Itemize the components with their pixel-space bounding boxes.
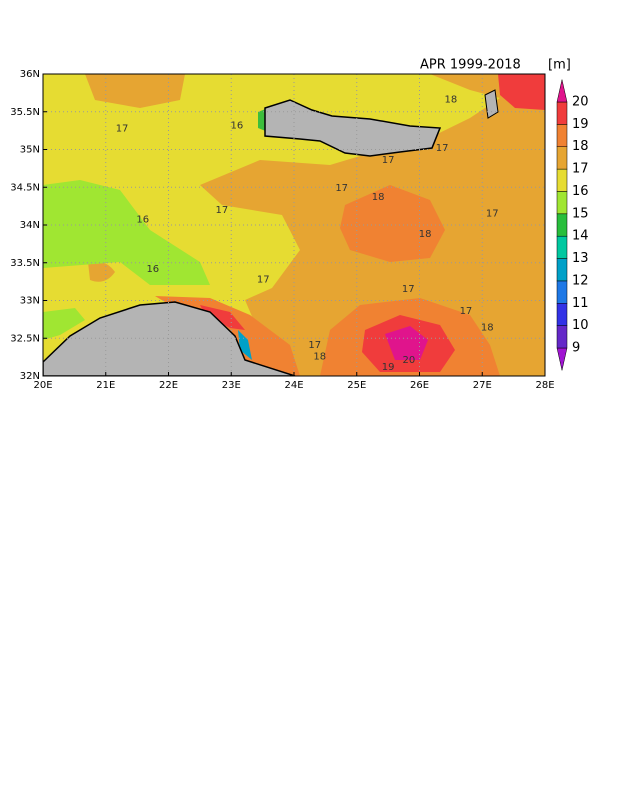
contour-label: 20 xyxy=(402,355,415,366)
contour-label: 16 xyxy=(146,264,159,275)
contour-label: 17 xyxy=(335,183,348,194)
colorbar-label: 17 xyxy=(572,162,589,177)
x-tick-label: 22E xyxy=(159,380,178,391)
contour-label: 17 xyxy=(116,123,129,134)
field-19-20 xyxy=(200,305,245,330)
y-tick-label: 34N xyxy=(20,220,40,231)
colorbar-extension xyxy=(556,79,568,103)
field-15-16 xyxy=(43,308,85,340)
field-above-20 xyxy=(385,326,428,360)
y-tick-label: 32N xyxy=(20,371,40,382)
contour-label: 16 xyxy=(231,120,244,131)
colorbar-label: 10 xyxy=(572,318,589,333)
colorbar-swatch xyxy=(556,303,568,326)
colorbar-swatch xyxy=(556,146,568,170)
colorbar-label: 18 xyxy=(572,139,589,154)
colorbar-swatch xyxy=(556,213,568,237)
y-tick-label: 33.5N xyxy=(10,258,40,269)
map-frame xyxy=(42,73,546,377)
colorbar-swatch xyxy=(556,280,568,304)
contour-label: 18 xyxy=(372,192,385,203)
title: APR 1999-2018 xyxy=(420,58,521,73)
contour-label: 17 xyxy=(257,274,270,285)
y-tick-label: 35N xyxy=(20,145,40,156)
x-tick-label: 26E xyxy=(410,380,429,391)
colorbar-label: 16 xyxy=(572,184,589,199)
field-12-13 xyxy=(238,330,252,360)
contour-label: 17 xyxy=(382,155,395,166)
contour-label: 17 xyxy=(308,340,321,351)
y-tick-label: 32.5N xyxy=(10,333,40,344)
colorbar-swatch xyxy=(556,101,568,125)
contour-label: 17 xyxy=(460,306,473,317)
colorbar-label: 15 xyxy=(572,206,589,221)
contour-label: 16 xyxy=(136,215,149,226)
y-tick-label: 34.5N xyxy=(10,182,40,193)
colorbar-label: 14 xyxy=(572,229,589,244)
x-tick-label: 28E xyxy=(535,380,554,391)
colorbar-swatch xyxy=(556,168,568,192)
colorbar-label: 19 xyxy=(572,117,589,132)
colorbar-label: 11 xyxy=(572,296,589,311)
contour-label: 18 xyxy=(313,351,326,362)
colorbar-swatch xyxy=(556,325,568,349)
x-tick-label: 27E xyxy=(473,380,492,391)
x-tick-label: 24E xyxy=(284,380,303,391)
contour-label: 17 xyxy=(436,143,449,154)
colorbar-swatch xyxy=(556,191,568,215)
field-17-18 xyxy=(85,74,185,108)
contour-label: 18 xyxy=(419,229,432,240)
labels: 20E 21E 22E 23E 24E 25E 26E 27E 28E 32N 32.5N 33N 33… xyxy=(10,69,554,391)
x-tick-label: 20E xyxy=(33,380,52,391)
colorbar-swatch xyxy=(556,124,568,147)
map-fill xyxy=(43,74,545,376)
colorbar-label: 13 xyxy=(572,251,589,266)
land-crete xyxy=(264,99,442,157)
field-19-20 xyxy=(498,74,545,110)
contour-label: 18 xyxy=(481,323,494,334)
contour-label: 17 xyxy=(402,284,415,295)
colorbar-label: 9 xyxy=(572,341,580,356)
contour-label: 17 xyxy=(486,209,499,220)
contour-label: 17 xyxy=(215,205,228,216)
colorbar-swatch xyxy=(556,235,568,259)
x-tick-label: 25E xyxy=(347,380,366,391)
field-18-19 xyxy=(340,185,445,262)
x-tick-label: 21E xyxy=(96,380,115,391)
colorbar-label: 12 xyxy=(572,273,589,288)
y-tick-label: 36N xyxy=(20,69,40,80)
y-tick-label: 35.5N xyxy=(10,107,40,118)
y-tick-label: 33N xyxy=(20,296,40,307)
contour-label: 18 xyxy=(445,95,458,106)
contour-label: 19 xyxy=(382,362,395,373)
unit: [m] xyxy=(548,58,571,73)
field-17-18 xyxy=(88,261,115,282)
colorbar-label: 20 xyxy=(572,95,589,110)
x-tick-label: 23E xyxy=(222,380,241,391)
land-island xyxy=(484,89,499,119)
colorbar-swatch xyxy=(556,258,568,282)
